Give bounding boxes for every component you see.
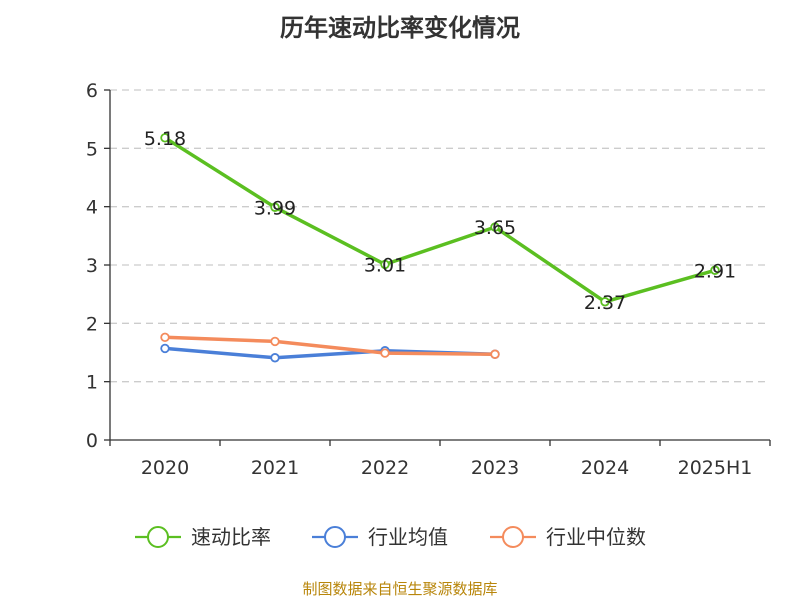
source-note: 制图数据来自恒生聚源数据库 (302, 580, 498, 598)
x-tick-label: 2020 (141, 457, 189, 479)
data-label: 3.99 (254, 197, 296, 219)
data-point (710, 265, 720, 275)
legend-label: 行业均值 (368, 525, 448, 549)
legend-swatch-marker (502, 526, 524, 548)
series-line (163, 335, 497, 357)
x-tick-label: 2023 (471, 457, 519, 479)
y-tick-label: 3 (86, 255, 98, 277)
data-label: 3.01 (364, 254, 406, 276)
data-point (270, 353, 280, 363)
legend-item: 速动比率 (135, 525, 271, 549)
data-point (160, 343, 170, 354)
chart-title: 历年速动比率变化情况 (280, 14, 520, 42)
legend-label: 速动比率 (191, 525, 271, 549)
data-point (600, 297, 610, 307)
series-lines (160, 133, 720, 363)
data-label: 3.65 (474, 217, 516, 239)
legend-item: 行业中位数 (490, 525, 646, 549)
x-tick-label: 2021 (251, 457, 299, 479)
data-point (490, 349, 500, 359)
data-point (380, 348, 390, 358)
data-point (380, 259, 390, 270)
data-label: 2.91 (694, 260, 736, 282)
data-point (270, 202, 280, 212)
legend: 速动比率 行业均值 行业中位数 (135, 525, 646, 549)
y-tick-label: 1 (86, 372, 98, 394)
data-label: 5.18 (144, 128, 186, 150)
legend-swatch-marker (324, 526, 346, 548)
grid-lines (110, 89, 770, 383)
y-tick-label: 0 (86, 430, 98, 452)
data-point (490, 222, 500, 232)
y-tick-label: 5 (86, 138, 98, 160)
x-tick-label: 2022 (361, 457, 409, 479)
y-tick-label: 6 (86, 80, 98, 102)
data-labels: 5.18 3.99 3.01 3.65 2.37 2.91 (144, 128, 736, 314)
data-point (160, 133, 170, 143)
data-label: 2.37 (584, 292, 626, 314)
data-point (270, 336, 280, 347)
y-tick-label: 4 (86, 197, 98, 219)
data-point (160, 332, 170, 343)
legend-swatch-marker (147, 526, 169, 548)
axes: 0 1 2 3 4 5 6 2020 2021 2022 2023 2024 2025H1 (86, 80, 771, 479)
legend-item: 行业均值 (312, 525, 448, 549)
x-tick-label: 2025H1 (678, 457, 753, 479)
x-tick-label: 2024 (581, 457, 629, 479)
legend-label: 行业中位数 (546, 525, 646, 549)
y-tick-label: 2 (86, 313, 98, 335)
series-line (163, 136, 717, 304)
